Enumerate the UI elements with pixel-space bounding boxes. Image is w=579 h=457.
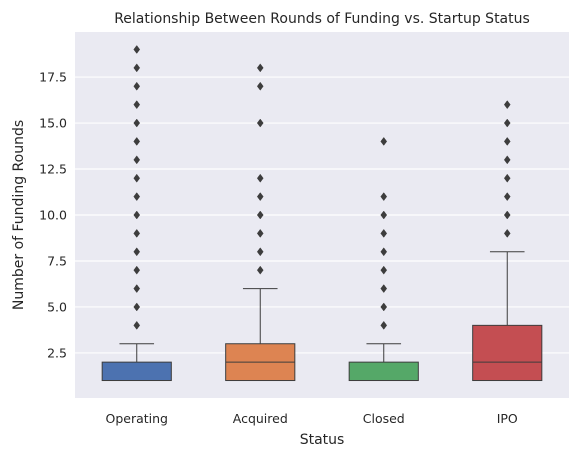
outlier-point	[503, 228, 511, 238]
box-acquired	[225, 63, 296, 382]
box-ipo-iqr	[472, 324, 543, 382]
x-tick-label-acquired: Acquired	[233, 411, 288, 426]
outlier-point	[503, 192, 511, 202]
y-tick-label: 17.5	[39, 70, 67, 85]
outlier-point	[503, 118, 511, 128]
chart-title: Relationship Between Rounds of Funding v…	[114, 11, 530, 27]
outlier-point	[380, 265, 388, 275]
outlier-point	[380, 210, 388, 220]
x-tick-label-operating: Operating	[106, 411, 169, 426]
y-tick-label: 5.0	[47, 299, 67, 314]
box-operating	[101, 45, 172, 382]
x-tick-label-ipo: IPO	[497, 411, 518, 426]
outlier-point	[133, 302, 141, 312]
outlier-point	[503, 155, 511, 165]
outlier-point	[256, 265, 264, 275]
outlier-point	[256, 63, 264, 73]
outlier-point	[380, 192, 388, 202]
x-axis-label: Status	[300, 432, 345, 448]
outlier-point	[503, 100, 511, 110]
outlier-point	[380, 284, 388, 293]
y-tick-label: 7.5	[47, 253, 67, 268]
y-tick-labels: 2.5 5.0 7.5 10.0 12.5 15.0 17.5	[39, 70, 67, 361]
outlier-point	[133, 137, 141, 146]
outlier-point	[133, 265, 141, 275]
boxes-group	[101, 45, 543, 382]
outlier-point	[133, 155, 141, 165]
outlier-point	[503, 137, 511, 146]
outlier-point	[133, 284, 141, 293]
outlier-point	[256, 228, 264, 238]
y-tick-label: 2.5	[47, 345, 67, 360]
y-tick-label: 15.0	[39, 116, 67, 131]
outlier-point	[133, 118, 141, 128]
outlier-point	[133, 210, 141, 220]
outlier-point	[256, 210, 264, 220]
outlier-point	[256, 81, 264, 91]
box-closed	[348, 137, 419, 382]
outlier-point	[256, 247, 264, 257]
outlier-point	[256, 192, 264, 202]
x-tick-label-closed: Closed	[363, 411, 405, 426]
outlier-point	[503, 210, 511, 220]
outlier-point	[256, 118, 264, 128]
outlier-point	[380, 302, 388, 312]
grid-lines	[75, 76, 569, 354]
outlier-point	[133, 320, 141, 330]
box-closed-iqr	[348, 361, 419, 382]
box-operating-iqr	[101, 361, 172, 382]
y-tick-label: 10.0	[39, 208, 67, 223]
y-axis-label: Number of Funding Rounds	[11, 120, 27, 310]
outlier-point	[133, 192, 141, 202]
outlier-point	[503, 173, 511, 183]
outlier-point	[133, 81, 141, 91]
box-ipo	[472, 100, 543, 382]
outlier-point	[133, 247, 141, 257]
outlier-point	[380, 320, 388, 330]
outlier-point	[133, 100, 141, 110]
x-tick-labels: Operating Acquired Closed IPO	[106, 411, 518, 426]
outlier-point	[133, 173, 141, 183]
outlier-point	[380, 228, 388, 238]
outlier-point	[133, 63, 141, 73]
outlier-point	[380, 137, 388, 146]
outlier-point	[380, 247, 388, 257]
outlier-point	[133, 45, 141, 54]
outlier-point	[133, 228, 141, 238]
y-tick-label: 12.5	[39, 162, 67, 177]
outlier-point	[256, 173, 264, 183]
